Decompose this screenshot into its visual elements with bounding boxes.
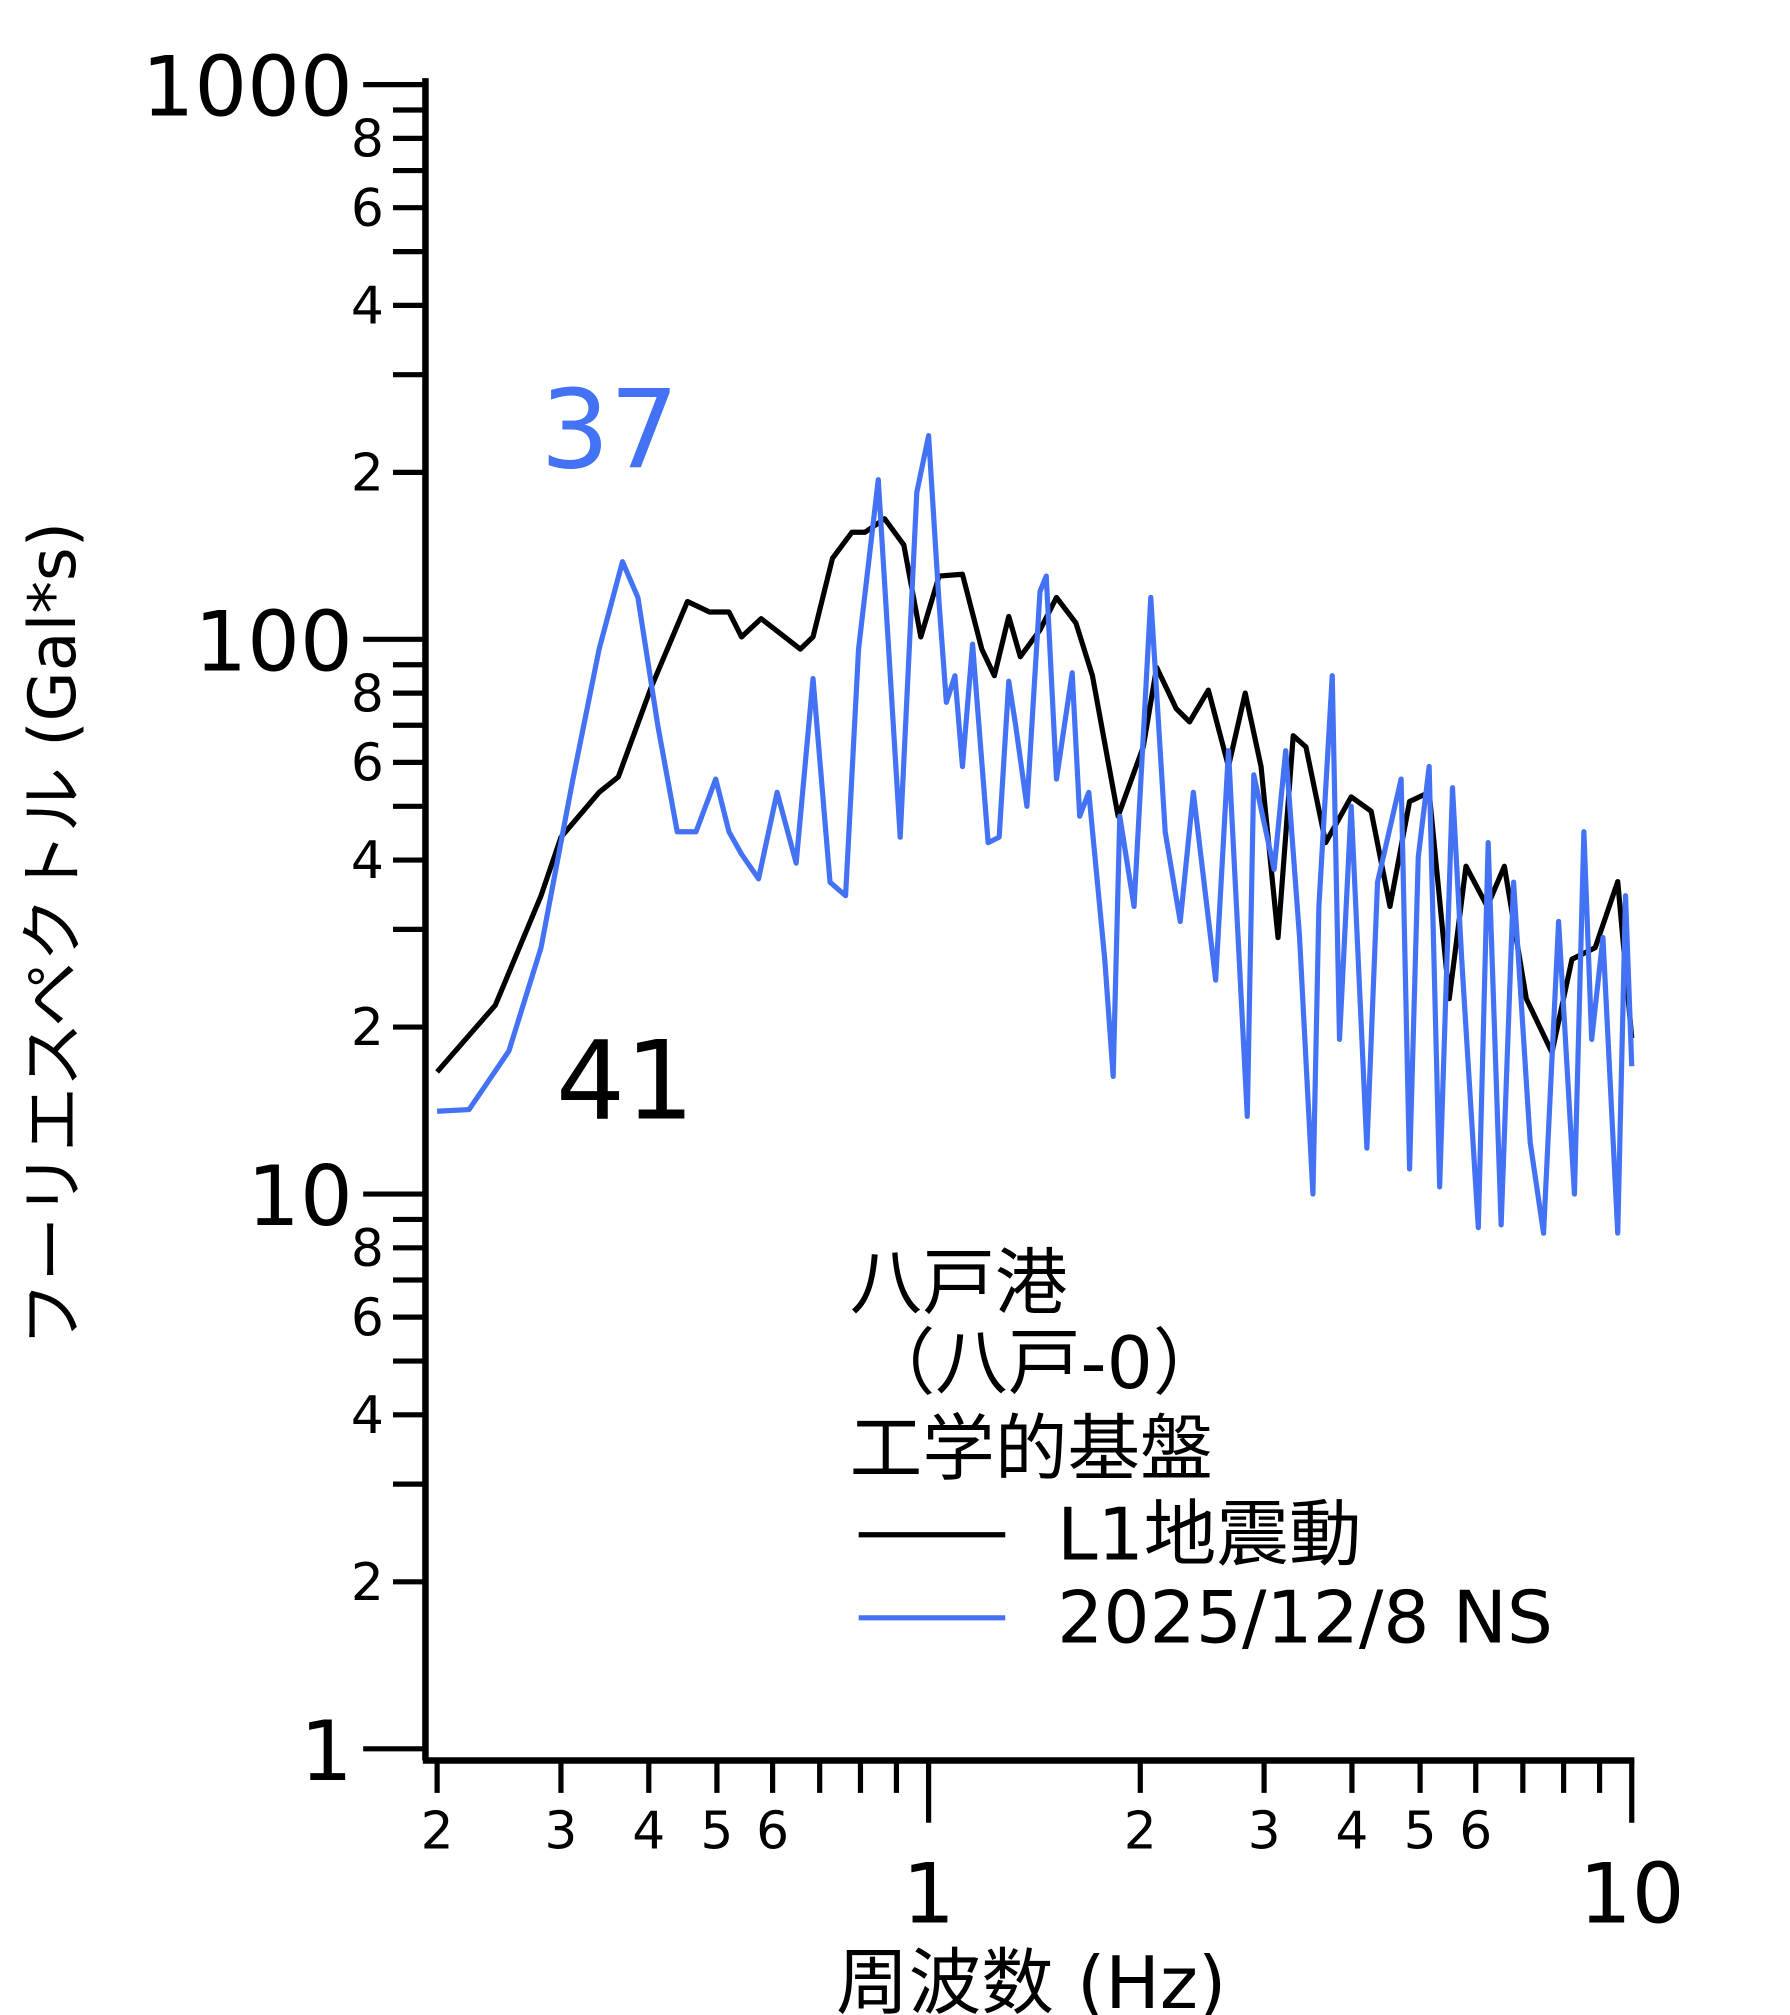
y-tick-label: 8 bbox=[351, 664, 384, 724]
y-tick-label: 6 bbox=[351, 179, 384, 239]
y-tick-label: 8 bbox=[351, 1219, 384, 1279]
series-line-0 bbox=[435, 516, 1635, 1074]
y-tick-label: 2 bbox=[351, 998, 384, 1058]
axes-layer bbox=[422, 78, 1635, 1764]
x-tick-label: 6 bbox=[756, 1802, 789, 1862]
y-tick-label: 4 bbox=[351, 1386, 384, 1446]
x-tick-label: 4 bbox=[632, 1802, 665, 1862]
y-tick-label: 10 bbox=[247, 1148, 353, 1245]
y-tick-label: 8 bbox=[351, 110, 384, 170]
legend: 八戸港 （八戸-0） 工学的基盤 L1地震動 2025/12/8 NS bbox=[850, 1242, 1553, 1661]
x-tick-label: 2 bbox=[1124, 1802, 1157, 1862]
x-axis-label: 周波数 (Hz) bbox=[836, 1942, 1226, 2015]
legend-title-line-2: （八戸-0） bbox=[863, 1322, 1226, 1406]
x-tick-label: 4 bbox=[1335, 1802, 1368, 1862]
legend-label-l1: L1地震動 bbox=[1057, 1493, 1362, 1577]
legend-title-line-1: 八戸港 bbox=[850, 1242, 1068, 1326]
x-tick-label: 1 bbox=[902, 1846, 955, 1943]
annotation-37: 37 bbox=[540, 366, 679, 493]
x-tick-label: 5 bbox=[1404, 1802, 1437, 1862]
x-tick-label: 6 bbox=[1459, 1802, 1492, 1862]
x-tick-label: 10 bbox=[1579, 1846, 1685, 1943]
y-tick-label: 100 bbox=[194, 593, 352, 690]
y-tick-label: 4 bbox=[351, 277, 384, 337]
y-axis-label: フーリエスペクトル (Gal*s) bbox=[16, 522, 91, 1346]
annotation-41: 41 bbox=[556, 1017, 695, 1144]
x-tick-label: 5 bbox=[700, 1802, 733, 1862]
x-tick-label: 3 bbox=[544, 1802, 577, 1862]
x-tick-label: 3 bbox=[1248, 1802, 1281, 1862]
y-tick-label: 6 bbox=[351, 1288, 384, 1348]
y-tick-label: 2 bbox=[351, 1553, 384, 1613]
y-tick-label: 2 bbox=[351, 444, 384, 504]
y-tick-label: 6 bbox=[351, 734, 384, 794]
y-tick-label: 4 bbox=[351, 831, 384, 891]
y-tick-label: 1 bbox=[300, 1703, 353, 1800]
legend-label-2025: 2025/12/8 NS bbox=[1057, 1576, 1553, 1660]
series-layer bbox=[435, 433, 1635, 1236]
y-tick-label: 1000 bbox=[142, 39, 353, 136]
series-line-1 bbox=[436, 433, 1635, 1236]
legend-title-line-3: 工学的基盤 bbox=[850, 1408, 1213, 1492]
x-tick-label: 2 bbox=[421, 1802, 454, 1862]
